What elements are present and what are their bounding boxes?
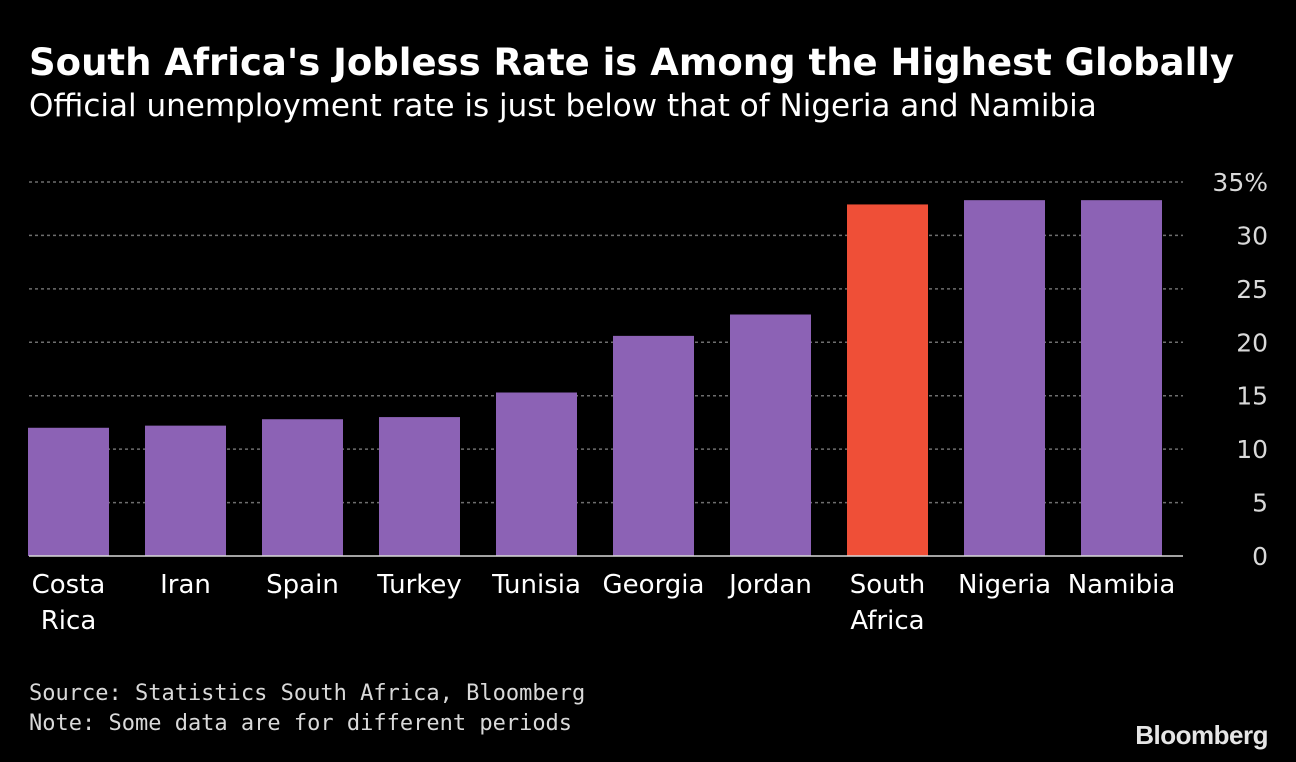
x-tick-label: Spain xyxy=(266,570,339,600)
y-tick-label: 35% xyxy=(1212,168,1268,197)
y-tick-label: 25 xyxy=(1236,275,1268,304)
x-tick-label-line: Rica xyxy=(41,606,97,636)
bar-tunisia xyxy=(496,392,577,556)
y-tick-label: 30 xyxy=(1236,221,1268,250)
y-tick-label: 10 xyxy=(1236,435,1268,464)
x-axis-labels: Costa Rica Iran Spain Turkey Tunisia Georgia Jo… xyxy=(32,570,1176,636)
chart-subtitle: Official unemployment rate is just below… xyxy=(29,88,1097,124)
x-tick-label: Turkey xyxy=(376,570,462,600)
x-tick-label: Iran xyxy=(160,570,211,600)
x-tick-label: Costa Rica xyxy=(32,570,106,636)
x-tick-label-line: Costa xyxy=(32,570,106,600)
x-tick-label-line: Spain xyxy=(266,570,339,600)
x-tick-label: Georgia xyxy=(603,570,705,600)
source-note: Source: Statistics South Africa, Bloombe… xyxy=(29,681,586,706)
bar-iran xyxy=(145,425,226,556)
bars xyxy=(28,200,1162,556)
bar-turkey xyxy=(379,417,460,556)
x-tick-label: South Africa xyxy=(850,570,926,636)
x-tick-label-line: Georgia xyxy=(603,570,705,600)
bar-georgia xyxy=(613,335,694,556)
x-tick-label-line: Iran xyxy=(160,570,211,600)
bloomberg-logo: Bloomberg xyxy=(1135,720,1268,750)
x-tick-label-line: Africa xyxy=(850,606,924,636)
y-tick-label: 15 xyxy=(1236,382,1268,411)
x-tick-label-line: South xyxy=(850,570,926,600)
bar-spain xyxy=(262,419,343,556)
x-tick-label-line: Namibia xyxy=(1068,570,1176,600)
y-axis-ticks: 0 5 10 15 20 25 30 35% xyxy=(1212,168,1268,571)
y-tick-label: 5 xyxy=(1252,489,1268,518)
data-note: Note: Some data are for different period… xyxy=(29,711,573,736)
bar-jordan xyxy=(730,314,811,556)
y-tick-label: 0 xyxy=(1252,542,1268,571)
x-tick-label: Tunisia xyxy=(491,570,581,600)
bar-costa-rica xyxy=(28,427,109,556)
x-tick-label-line: Jordan xyxy=(727,570,812,600)
x-tick-label: Jordan xyxy=(727,570,812,600)
x-tick-label: Namibia xyxy=(1068,570,1176,600)
bar-namibia xyxy=(1081,200,1162,556)
x-tick-label: Nigeria xyxy=(958,570,1051,600)
x-tick-label-line: Nigeria xyxy=(958,570,1051,600)
x-tick-label-line: Turkey xyxy=(376,570,462,600)
x-tick-label-line: Tunisia xyxy=(491,570,581,600)
chart-title: South Africa's Jobless Rate is Among the… xyxy=(29,41,1235,84)
bar-south-africa xyxy=(847,204,928,556)
bar-nigeria xyxy=(964,200,1045,556)
y-tick-label: 20 xyxy=(1236,328,1268,357)
